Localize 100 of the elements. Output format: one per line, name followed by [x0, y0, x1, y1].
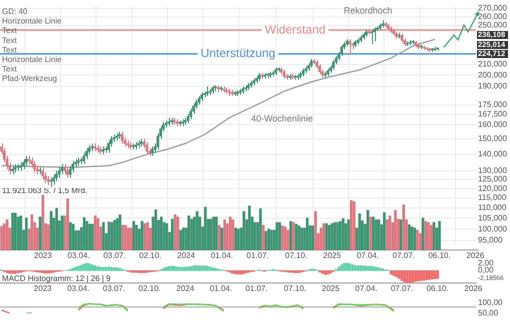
bar — [42, 195, 44, 250]
bar — [388, 216, 392, 250]
annotation: Horizontale Linie — [2, 55, 62, 64]
bar — [342, 218, 344, 250]
candlestick — [66, 166, 69, 178]
bar — [343, 263, 346, 271]
bar — [208, 266, 212, 271]
bar — [427, 222, 430, 250]
bar — [356, 266, 360, 271]
bar — [174, 214, 176, 250]
bar — [186, 266, 190, 271]
bar — [230, 270, 234, 274]
bar — [118, 268, 121, 271]
candlestick — [332, 60, 335, 70]
bar — [50, 270, 52, 273]
bar — [108, 222, 110, 250]
y-tick-label: 150,000 — [478, 134, 508, 144]
annotation: Text — [2, 64, 18, 74]
bar — [107, 266, 110, 271]
y-tick-label: 110,000 — [478, 203, 507, 212]
bar — [189, 266, 192, 271]
candlestick — [82, 152, 86, 165]
y-tick-label: 130,000 — [478, 166, 508, 175]
bar — [406, 270, 409, 283]
bar — [321, 270, 324, 274]
bar — [72, 268, 74, 271]
bar — [98, 266, 102, 271]
bar — [218, 224, 220, 250]
bar — [46, 270, 50, 274]
bar — [242, 270, 244, 274]
ref-line-label: Unterstützung — [200, 46, 276, 60]
bar — [300, 228, 304, 250]
bar — [212, 216, 215, 250]
bar — [414, 270, 417, 282]
bar — [196, 211, 198, 250]
bar — [400, 219, 402, 250]
bar — [228, 216, 232, 250]
bar — [41, 270, 44, 273]
ref-line-label: Widerstand — [264, 22, 326, 36]
bar — [188, 216, 190, 250]
bar — [354, 265, 357, 271]
candlestick — [120, 131, 124, 144]
bar — [69, 222, 72, 250]
x-tick-label: 07.10. — [284, 284, 306, 294]
bar — [292, 222, 295, 250]
bar — [206, 266, 209, 271]
bar — [278, 222, 282, 250]
candlestick — [146, 141, 148, 155]
annotation: 40-Wochenlinie — [251, 113, 313, 124]
bar — [192, 266, 195, 271]
bar — [102, 222, 105, 250]
bar — [418, 233, 422, 250]
bar — [14, 270, 17, 274]
candlestick — [373, 26, 376, 42]
bar — [85, 263, 88, 271]
bar — [16, 270, 20, 273]
bar — [170, 218, 174, 250]
x-tick-label: 01.04. — [210, 284, 232, 294]
bar — [25, 218, 28, 250]
bar — [289, 221, 292, 250]
candlestick — [22, 158, 25, 170]
candlestick — [189, 108, 192, 120]
bar — [248, 206, 251, 250]
bar — [176, 216, 180, 250]
bar — [322, 223, 326, 250]
bar — [314, 211, 317, 250]
bar — [281, 225, 284, 250]
candlestick — [60, 164, 64, 175]
bar — [173, 266, 176, 271]
bar — [20, 216, 22, 250]
bar — [392, 270, 396, 276]
y-tick-label: 50,00 — [478, 308, 499, 318]
bar — [194, 265, 198, 271]
bar — [326, 270, 330, 274]
x-tick-label: 01.07. — [246, 251, 269, 260]
bar — [270, 230, 273, 250]
bar — [179, 230, 182, 250]
bar — [412, 270, 414, 282]
x-tick-label: 01.04. — [210, 251, 234, 260]
x-tick-label: 07.04. — [356, 251, 379, 260]
bar — [290, 270, 294, 273]
text: MACD Histogramm: 12 | 26 | 9 — [2, 274, 112, 284]
x-tick-label: 03.07. — [103, 251, 126, 260]
bar — [325, 223, 328, 250]
bar — [394, 210, 397, 250]
bar — [113, 220, 116, 250]
annotation: Text — [2, 36, 18, 45]
bar — [351, 264, 354, 271]
bar — [366, 210, 370, 250]
bar — [420, 270, 422, 281]
x-tick-label: 03.04. — [67, 284, 90, 294]
bar — [8, 270, 12, 274]
x-tick-label: 07.07. — [392, 251, 415, 260]
bar — [286, 230, 290, 250]
x-tick-label: 06.10. — [426, 284, 449, 294]
bar — [110, 222, 114, 250]
bar — [306, 218, 309, 250]
y-tick-label: 2,00 — [478, 258, 494, 268]
x-tick-label: 07.10. — [285, 251, 308, 260]
bar — [372, 216, 375, 250]
